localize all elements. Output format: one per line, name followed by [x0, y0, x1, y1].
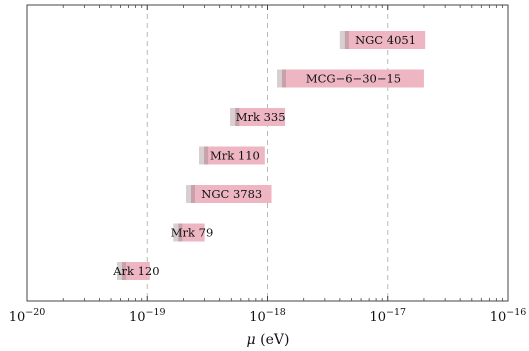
x-tick-label: 10−19: [129, 307, 166, 325]
range-bar-edge-dark: [235, 108, 240, 126]
range-bar-edge-light: [277, 69, 283, 88]
range-bar-body: [277, 69, 424, 88]
range-bar-body: [339, 31, 426, 49]
x-tick-label-base: 10: [369, 310, 386, 325]
range-bar-label: MCG−6−30−15: [306, 72, 401, 86]
x-tick-label-exponent: −16: [506, 307, 526, 318]
range-bar: NGC 4051: [339, 31, 426, 49]
bars-layer: NGC 4051 MCG−6−30−15 Mrk 335 Mrk 110 NGC 378…: [112, 31, 426, 280]
x-tick-label-base: 10: [249, 310, 266, 325]
x-tick-label-base: 10: [9, 310, 26, 325]
x-tick-label-base: 10: [490, 310, 507, 325]
x-tick-label-exponent: −20: [25, 307, 45, 318]
range-bar: NGC 3783: [185, 185, 272, 203]
x-axis-label: μ (eV): [247, 332, 290, 348]
range-bar-body: [230, 108, 286, 126]
range-bar-edge-light: [173, 223, 179, 242]
range-bar: Mrk 110: [199, 146, 265, 165]
x-tick-label-base: 10: [129, 310, 146, 325]
x-tick-label: 10−18: [249, 307, 286, 325]
x-tick-label: 10−16: [490, 307, 527, 325]
range-bar: Mrk 79: [171, 223, 214, 242]
range-bar: Ark 120: [112, 262, 160, 280]
range-bar-edge-dark: [121, 262, 126, 280]
range-bar-edge-light: [185, 185, 191, 203]
range-bar-label: Mrk 110: [210, 149, 260, 163]
range-bar-edge-light: [230, 108, 236, 126]
range-bar-edge-dark: [204, 146, 209, 165]
range-bar: Mrk 335: [230, 108, 286, 126]
range-bar-edge-light: [199, 146, 205, 165]
range-bar-edge-dark: [178, 223, 183, 242]
x-axis-tick-labels: 10−20 10−19 10−18 10−17 10−16: [9, 307, 527, 325]
x-tick-label-exponent: −17: [386, 307, 406, 318]
x-tick-label: 10−20: [9, 307, 46, 325]
range-bar-label: Mrk 335: [236, 110, 286, 124]
range-bar-edge-dark: [282, 69, 287, 88]
range-bar-edge-dark: [344, 31, 349, 49]
range-bar-edge-light: [339, 31, 345, 49]
x-axis-ticks: [26, 5, 509, 301]
range-bar-label: NGC 3783: [201, 187, 262, 201]
range-bar-label: NGC 4051: [355, 33, 416, 47]
range-bar-edge-dark: [190, 185, 195, 203]
range-bar-label: Ark 120: [112, 264, 159, 278]
x-tick-label: 10−17: [369, 307, 406, 325]
x-tick-label-exponent: −18: [266, 307, 286, 318]
range-bar-body: [185, 185, 272, 203]
range-bar: MCG−6−30−15: [277, 69, 424, 88]
range-bar-body: [199, 146, 265, 165]
x-tick-label-exponent: −19: [145, 307, 165, 318]
gridlines: [146, 5, 389, 301]
range-bar-edge-light: [116, 262, 122, 280]
range-bar-label: Mrk 79: [171, 226, 214, 240]
